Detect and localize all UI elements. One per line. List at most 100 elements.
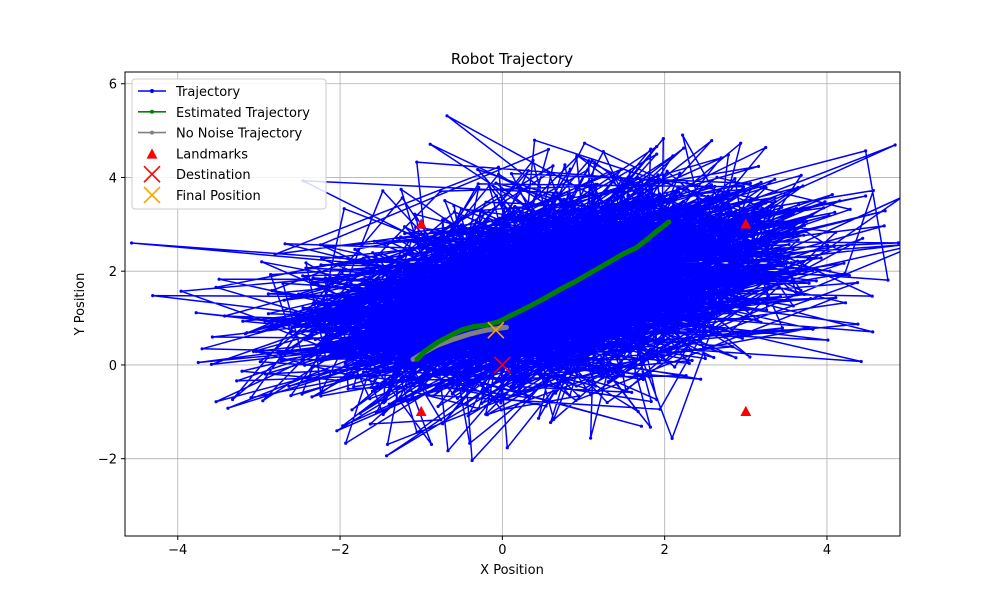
trajectory-point — [555, 234, 559, 238]
trajectory-point — [353, 323, 357, 327]
trajectory-point — [479, 208, 483, 212]
trajectory-point — [701, 315, 705, 319]
trajectory-point — [552, 417, 556, 421]
trajectory-point — [521, 339, 525, 343]
trajectory-point — [214, 285, 218, 289]
trajectory-point — [612, 178, 616, 182]
trajectory-point — [653, 286, 657, 290]
trajectory-point — [683, 255, 687, 259]
trajectory-point — [474, 220, 479, 224]
trajectory-point — [428, 292, 432, 296]
trajectory-point — [574, 225, 578, 229]
trajectory-point — [395, 391, 400, 395]
trajectory-point — [435, 329, 439, 333]
trajectory-point — [642, 258, 647, 262]
trajectory-point — [387, 308, 391, 312]
trajectory-point — [561, 310, 565, 314]
trajectory-point — [492, 283, 496, 287]
trajectory-point — [514, 349, 519, 353]
trajectory-point — [363, 259, 367, 263]
trajectory-point — [656, 261, 660, 265]
trajectory-point — [397, 357, 401, 361]
trajectory-point — [484, 412, 488, 416]
trajectory-point — [245, 331, 249, 335]
trajectory-point — [731, 238, 735, 242]
trajectory-point — [517, 315, 521, 319]
trajectory-point — [580, 242, 584, 246]
trajectory-point — [512, 209, 516, 213]
trajectory-point — [536, 295, 540, 299]
trajectory-point — [703, 210, 707, 214]
estimated-trajectory-point — [459, 327, 465, 333]
trajectory-point — [728, 265, 732, 269]
trajectory-point — [434, 285, 438, 289]
trajectory-point — [380, 315, 384, 319]
trajectory-point — [663, 242, 667, 246]
trajectory-point — [773, 195, 777, 199]
trajectory-point — [676, 256, 680, 260]
trajectory-point — [664, 262, 668, 266]
trajectory-point — [736, 237, 740, 241]
trajectory-point — [725, 213, 730, 217]
trajectory-point — [599, 301, 603, 305]
trajectory-point — [378, 272, 382, 276]
trajectory-point — [653, 250, 657, 254]
trajectory-point — [508, 207, 512, 211]
trajectory-point — [400, 339, 404, 343]
trajectory-point — [403, 231, 407, 236]
trajectory-point — [465, 304, 470, 308]
trajectory-point — [702, 325, 706, 329]
trajectory-point — [585, 226, 589, 230]
trajectory-point — [598, 250, 602, 254]
trajectory-point — [414, 277, 418, 281]
trajectory-point — [689, 293, 693, 297]
trajectory-point — [713, 198, 718, 202]
trajectory-point — [458, 355, 462, 359]
trajectory-point — [680, 324, 684, 328]
trajectory-point — [294, 323, 299, 327]
trajectory-point — [454, 289, 458, 293]
trajectory-point — [540, 367, 544, 371]
trajectory-point — [635, 271, 640, 275]
trajectory-point — [151, 294, 155, 298]
trajectory-point — [706, 297, 710, 301]
trajectory-point — [508, 298, 512, 302]
trajectory-point — [655, 317, 659, 321]
trajectory-point — [214, 400, 218, 404]
trajectory-point — [555, 215, 559, 220]
landmark-marker — [740, 405, 752, 416]
trajectory-point — [493, 265, 497, 269]
trajectory-point — [781, 254, 785, 258]
x-tick-label: 4 — [823, 543, 831, 558]
trajectory-point — [807, 326, 811, 330]
trajectory-point — [585, 286, 589, 290]
trajectory-point — [382, 323, 386, 327]
trajectory-point — [823, 200, 827, 204]
trajectory-point — [385, 442, 390, 446]
trajectory-point — [713, 184, 717, 189]
trajectory-point — [674, 237, 678, 241]
trajectory-point — [668, 299, 672, 303]
trajectory-point — [527, 312, 531, 316]
final-position-marker — [487, 321, 505, 339]
legend-no-noise-trajectory-swatch-dot — [150, 130, 154, 135]
trajectory-point — [438, 189, 443, 193]
trajectory-point — [406, 291, 410, 295]
trajectory-point — [399, 333, 404, 337]
trajectory-point — [594, 209, 598, 213]
trajectory-point — [452, 286, 456, 290]
trajectory-point — [773, 200, 777, 204]
trajectory-point — [456, 268, 460, 272]
trajectory-point — [631, 242, 635, 246]
trajectory-point — [572, 355, 576, 359]
trajectory-point — [670, 216, 674, 220]
trajectory-point — [278, 352, 282, 357]
trajectory-point — [571, 218, 575, 222]
trajectory-point — [413, 326, 417, 330]
trajectory-point — [408, 250, 412, 254]
trajectory-point — [423, 337, 427, 341]
trajectory-point — [388, 269, 392, 273]
trajectory-point — [502, 203, 506, 207]
trajectory-point — [647, 375, 652, 379]
trajectory-point — [388, 320, 392, 324]
